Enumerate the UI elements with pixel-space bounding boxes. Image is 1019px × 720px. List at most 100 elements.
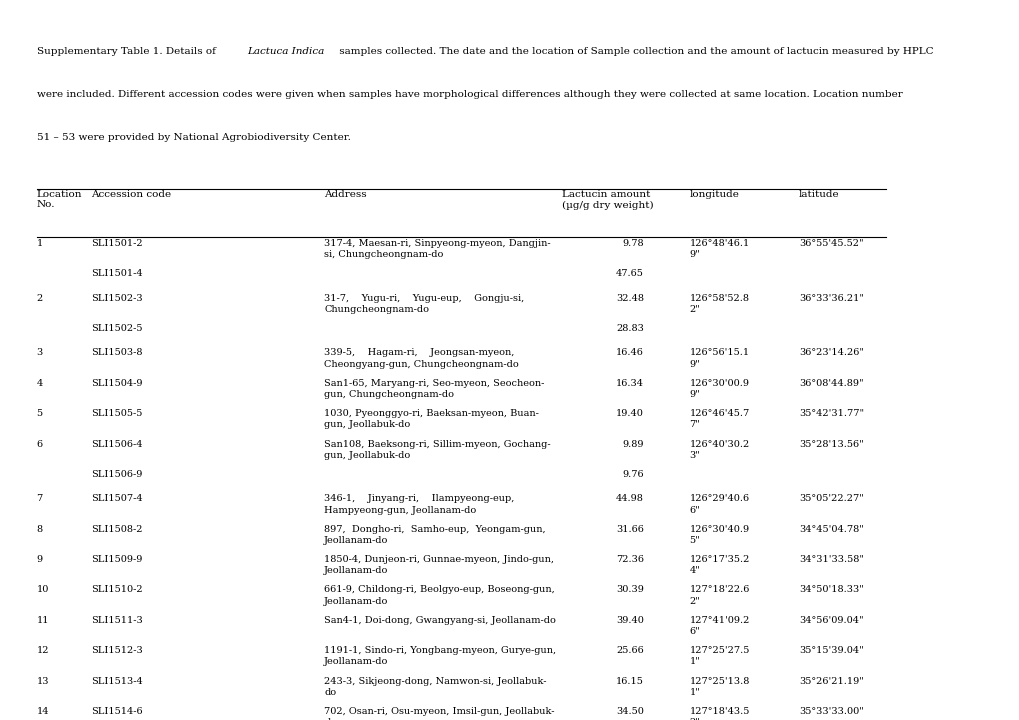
- Text: were included. Different accession codes were given when samples have morphologi: were included. Different accession codes…: [37, 90, 902, 99]
- Text: 346-1,    Jinyang-ri,    Ilampyeong-eup,
Hampyeong-gun, Jeollanam-do: 346-1, Jinyang-ri, Ilampyeong-eup, Hampy…: [324, 495, 514, 515]
- Text: 44.98: 44.98: [615, 495, 643, 503]
- Text: 8: 8: [37, 525, 43, 534]
- Text: 9.89: 9.89: [622, 439, 643, 449]
- Text: 19.40: 19.40: [615, 409, 643, 418]
- Text: 126°30'40.9
5": 126°30'40.9 5": [689, 525, 749, 545]
- Text: samples collected. The date and the location of Sample collection and the amount: samples collected. The date and the loca…: [336, 47, 932, 55]
- Text: 16.34: 16.34: [615, 379, 643, 388]
- Text: 1: 1: [37, 238, 43, 248]
- Text: 702, Osan-ri, Osu-myeon, Imsil-gun, Jeollabuk-
do: 702, Osan-ri, Osu-myeon, Imsil-gun, Jeol…: [324, 707, 554, 720]
- Text: SLI1502-5: SLI1502-5: [92, 324, 143, 333]
- Text: 339-5,    Hagam-ri,    Jeongsan-myeon,
Cheongyang-gun, Chungcheongnam-do: 339-5, Hagam-ri, Jeongsan-myeon, Cheongy…: [324, 348, 519, 369]
- Text: 30.39: 30.39: [615, 585, 643, 595]
- Text: 28.83: 28.83: [615, 324, 643, 333]
- Text: 7: 7: [37, 495, 43, 503]
- Text: 11: 11: [37, 616, 49, 625]
- Text: 1191-1, Sindo-ri, Yongbang-myeon, Gurye-gun,
Jeollanam-do: 1191-1, Sindo-ri, Yongbang-myeon, Gurye-…: [324, 647, 555, 666]
- Text: 3: 3: [37, 348, 43, 357]
- Text: 34°45'04.78": 34°45'04.78": [798, 525, 863, 534]
- Text: Accession code: Accession code: [92, 190, 171, 199]
- Text: 9.76: 9.76: [622, 470, 643, 479]
- Text: 34.50: 34.50: [615, 707, 643, 716]
- Text: Location
No.: Location No.: [37, 190, 82, 210]
- Text: 36°23'14.26": 36°23'14.26": [798, 348, 863, 357]
- Text: longitude: longitude: [689, 190, 739, 199]
- Text: latitude: latitude: [798, 190, 839, 199]
- Text: 51 – 53 were provided by National Agrobiodiversity Center.: 51 – 53 were provided by National Agrobi…: [37, 133, 351, 142]
- Text: 31.66: 31.66: [615, 525, 643, 534]
- Text: 126°56'15.1
9": 126°56'15.1 9": [689, 348, 749, 369]
- Text: 127°25'13.8
1": 127°25'13.8 1": [689, 677, 749, 697]
- Text: San4-1, Doi-dong, Gwangyang-si, Jeollanam-do: San4-1, Doi-dong, Gwangyang-si, Jeollana…: [324, 616, 555, 625]
- Text: 126°30'00.9
9": 126°30'00.9 9": [689, 379, 749, 399]
- Text: 35°42'31.77": 35°42'31.77": [798, 409, 863, 418]
- Text: SLI1501-4: SLI1501-4: [92, 269, 143, 278]
- Text: 126°46'45.7
7": 126°46'45.7 7": [689, 409, 749, 429]
- Text: SLI1508-2: SLI1508-2: [92, 525, 143, 534]
- Text: Supplementary Table 1. Details of: Supplementary Table 1. Details of: [37, 47, 218, 55]
- Text: 16.15: 16.15: [615, 677, 643, 685]
- Text: 35°33'33.00": 35°33'33.00": [798, 707, 863, 716]
- Text: 16.46: 16.46: [615, 348, 643, 357]
- Text: 661-9, Childong-ri, Beolgyo-eup, Boseong-gun,
Jeollanam-do: 661-9, Childong-ri, Beolgyo-eup, Boseong…: [324, 585, 554, 606]
- Text: SLI1511-3: SLI1511-3: [92, 616, 143, 625]
- Text: 9: 9: [37, 555, 43, 564]
- Text: 10: 10: [37, 585, 49, 595]
- Text: 126°58'52.8
2": 126°58'52.8 2": [689, 294, 749, 314]
- Text: 72.36: 72.36: [615, 555, 643, 564]
- Text: 243-3, Sikjeong-dong, Namwon-si, Jeollabuk-
do: 243-3, Sikjeong-dong, Namwon-si, Jeollab…: [324, 677, 546, 697]
- Text: 126°17'35.2
4": 126°17'35.2 4": [689, 555, 749, 575]
- Text: 12: 12: [37, 647, 49, 655]
- Text: SLI1512-3: SLI1512-3: [92, 647, 143, 655]
- Text: 36°08'44.89": 36°08'44.89": [798, 379, 863, 388]
- Text: 4: 4: [37, 379, 43, 388]
- Text: SLI1504-9: SLI1504-9: [92, 379, 143, 388]
- Text: 1030, Pyeonggyo-ri, Baeksan-myeon, Buan-
gun, Jeollabuk-do: 1030, Pyeonggyo-ri, Baeksan-myeon, Buan-…: [324, 409, 538, 429]
- Text: 25.66: 25.66: [615, 647, 643, 655]
- Text: Lactucin amount
(µg/g dry weight): Lactucin amount (µg/g dry weight): [561, 190, 652, 210]
- Text: 31-7,    Yugu-ri,    Yugu-eup,    Gongju-si,
Chungcheongnam-do: 31-7, Yugu-ri, Yugu-eup, Gongju-si, Chun…: [324, 294, 524, 314]
- Text: 126°48'46.1
9": 126°48'46.1 9": [689, 238, 749, 258]
- Text: 317-4, Maesan-ri, Sinpyeong-myeon, Dangjin-
si, Chungcheongnam-do: 317-4, Maesan-ri, Sinpyeong-myeon, Dangj…: [324, 238, 550, 258]
- Text: SLI1507-4: SLI1507-4: [92, 495, 143, 503]
- Text: 126°40'30.2
3": 126°40'30.2 3": [689, 439, 749, 459]
- Text: SLI1502-3: SLI1502-3: [92, 294, 143, 302]
- Text: San1-65, Maryang-ri, Seo-myeon, Seocheon-
gun, Chungcheongnam-do: San1-65, Maryang-ri, Seo-myeon, Seocheon…: [324, 379, 544, 399]
- Text: 34°56'09.04": 34°56'09.04": [798, 616, 863, 625]
- Text: SLI1503-8: SLI1503-8: [92, 348, 143, 357]
- Text: 13: 13: [37, 677, 49, 685]
- Text: 14: 14: [37, 707, 49, 716]
- Text: SLI1514-6: SLI1514-6: [92, 707, 143, 716]
- Text: 897,  Dongho-ri,  Samho-eup,  Yeongam-gun,
Jeollanam-do: 897, Dongho-ri, Samho-eup, Yeongam-gun, …: [324, 525, 545, 545]
- Text: 127°18'43.5
2": 127°18'43.5 2": [689, 707, 749, 720]
- Text: Lactuca Indica: Lactuca Indica: [247, 47, 324, 55]
- Text: 47.65: 47.65: [615, 269, 643, 278]
- Text: 127°41'09.2
6": 127°41'09.2 6": [689, 616, 749, 636]
- Text: Address: Address: [324, 190, 367, 199]
- Text: 6: 6: [37, 439, 43, 449]
- Text: 36°55'45.52": 36°55'45.52": [798, 238, 863, 248]
- Text: 34°31'33.58": 34°31'33.58": [798, 555, 863, 564]
- Text: SLI1510-2: SLI1510-2: [92, 585, 143, 595]
- Text: 126°29'40.6
6": 126°29'40.6 6": [689, 495, 749, 515]
- Text: SLI1506-4: SLI1506-4: [92, 439, 143, 449]
- Text: 32.48: 32.48: [615, 294, 643, 302]
- Text: 9.78: 9.78: [622, 238, 643, 248]
- Text: SLI1506-9: SLI1506-9: [92, 470, 143, 479]
- Text: SLI1501-2: SLI1501-2: [92, 238, 143, 248]
- Text: 2: 2: [37, 294, 43, 302]
- Text: 35°26'21.19": 35°26'21.19": [798, 677, 863, 685]
- Text: SLI1505-5: SLI1505-5: [92, 409, 143, 418]
- Text: SLI1509-9: SLI1509-9: [92, 555, 143, 564]
- Text: 35°05'22.27": 35°05'22.27": [798, 495, 863, 503]
- Text: 5: 5: [37, 409, 43, 418]
- Text: 36°33'36.21": 36°33'36.21": [798, 294, 863, 302]
- Text: SLI1513-4: SLI1513-4: [92, 677, 143, 685]
- Text: 127°18'22.6
2": 127°18'22.6 2": [689, 585, 749, 606]
- Text: 35°28'13.56": 35°28'13.56": [798, 439, 863, 449]
- Text: 39.40: 39.40: [615, 616, 643, 625]
- Text: San108, Baeksong-ri, Sillim-myeon, Gochang-
gun, Jeollabuk-do: San108, Baeksong-ri, Sillim-myeon, Gocha…: [324, 439, 550, 459]
- Text: 34°50'18.33": 34°50'18.33": [798, 585, 863, 595]
- Text: 1850-4, Dunjeon-ri, Gunnae-myeon, Jindo-gun,
Jeollanam-do: 1850-4, Dunjeon-ri, Gunnae-myeon, Jindo-…: [324, 555, 553, 575]
- Text: 127°25'27.5
1": 127°25'27.5 1": [689, 647, 749, 666]
